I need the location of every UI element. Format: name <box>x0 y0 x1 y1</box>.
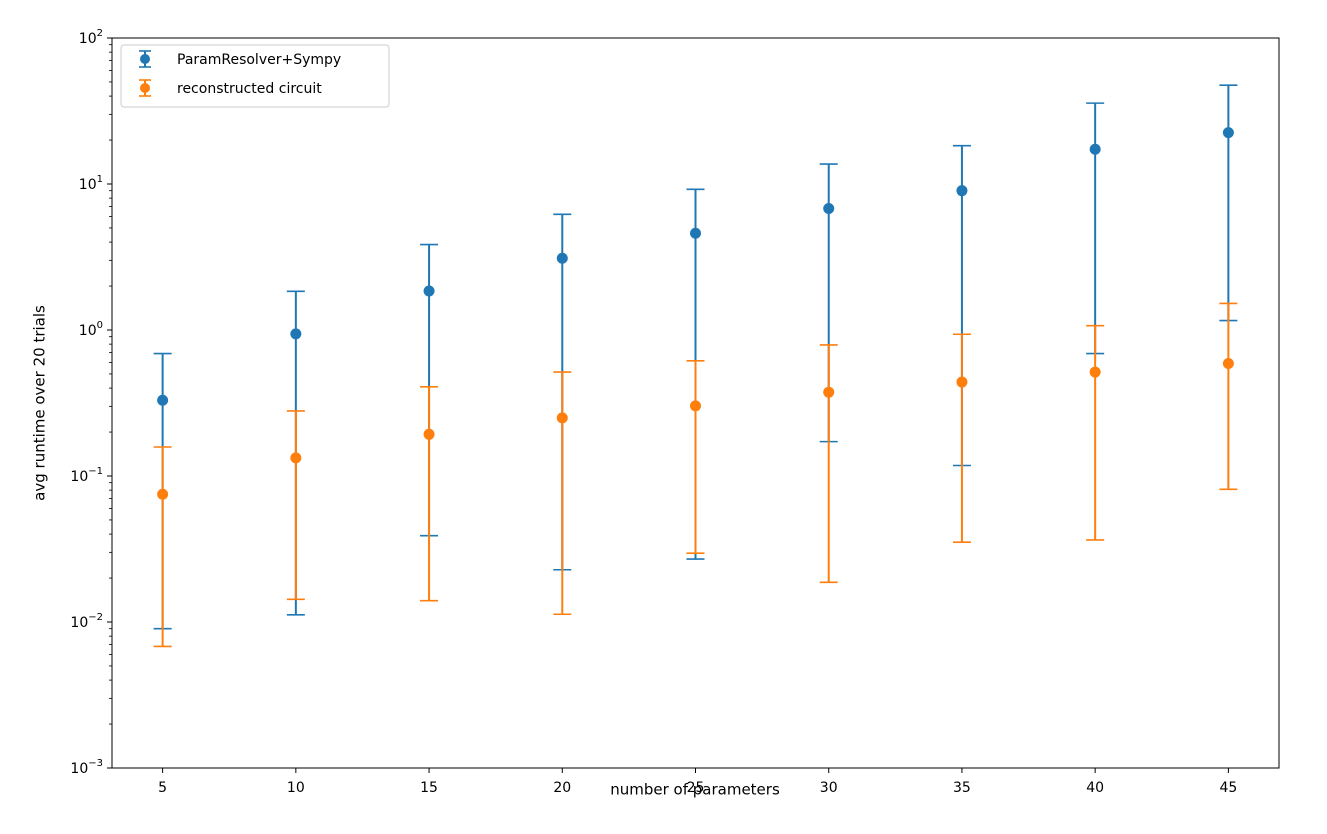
data-point <box>423 428 435 440</box>
data-point <box>690 400 701 412</box>
data-point <box>1222 357 1234 369</box>
x-tick-label: 10 <box>287 780 305 796</box>
y-tick-label: 10−1 <box>70 466 103 485</box>
x-tick-label: 25 <box>687 780 705 796</box>
data-point <box>823 202 835 214</box>
legend-label: ParamResolver+Sympy <box>177 52 341 68</box>
x-tick-label: 40 <box>1086 780 1104 796</box>
x-axis-label: number of parameters <box>610 781 780 799</box>
data-point <box>290 452 302 464</box>
x-tick-label: 45 <box>1219 780 1237 796</box>
data-point <box>1089 143 1101 155</box>
x-axis-ticks: 5 10 15 20 25 30 35 40 45 <box>158 768 1237 796</box>
y-tick-label: 100 <box>79 320 103 339</box>
y-tick-label: 10−3 <box>70 758 103 777</box>
x-tick-label: 5 <box>158 780 167 796</box>
legend-label: reconstructed circuit <box>177 81 322 97</box>
y-tick-exponent: −3 <box>88 758 103 769</box>
data-point <box>423 285 435 297</box>
data-point <box>956 376 968 388</box>
data-point <box>956 185 968 197</box>
y-tick-exponent: −2 <box>88 612 103 623</box>
data-point <box>690 227 701 239</box>
x-tick-label: 35 <box>953 780 971 796</box>
series-reconstructed-circuit <box>153 302 1238 648</box>
y-tick-exponent: 2 <box>97 28 103 39</box>
data-point <box>290 328 302 340</box>
legend-marker <box>140 54 150 64</box>
x-tick-label: 20 <box>553 780 571 796</box>
x-tick-label: 15 <box>420 780 438 796</box>
plot-area <box>153 84 1238 648</box>
y-tick-base: 10 <box>79 31 97 47</box>
y-tick-base: 10 <box>79 323 97 339</box>
y-tick-exponent: 1 <box>97 174 103 185</box>
data-point <box>556 412 568 424</box>
data-point <box>823 386 835 398</box>
y-tick-label: 10−2 <box>70 612 103 631</box>
data-point <box>157 488 169 500</box>
y-tick-label: 102 <box>79 28 103 47</box>
y-tick-base: 10 <box>79 177 97 193</box>
y-tick-base: 10 <box>70 761 88 777</box>
y-tick-label: 101 <box>79 174 103 193</box>
legend: ParamResolver+Sympy reconstructed circuit <box>120 44 390 108</box>
axes-frame <box>111 37 1280 769</box>
data-point <box>1089 366 1101 378</box>
y-axis-label: avg runtime over 20 trials <box>31 305 49 501</box>
data-point <box>1222 127 1234 139</box>
data-point <box>556 252 568 264</box>
legend-marker <box>140 83 150 93</box>
y-tick-exponent: 0 <box>97 320 103 331</box>
data-point <box>157 394 169 406</box>
x-tick-label: 30 <box>820 780 838 796</box>
y-tick-exponent: −1 <box>88 466 103 477</box>
y-tick-base: 10 <box>70 469 88 485</box>
legend-box <box>120 44 390 108</box>
y-tick-base: 10 <box>70 615 88 631</box>
